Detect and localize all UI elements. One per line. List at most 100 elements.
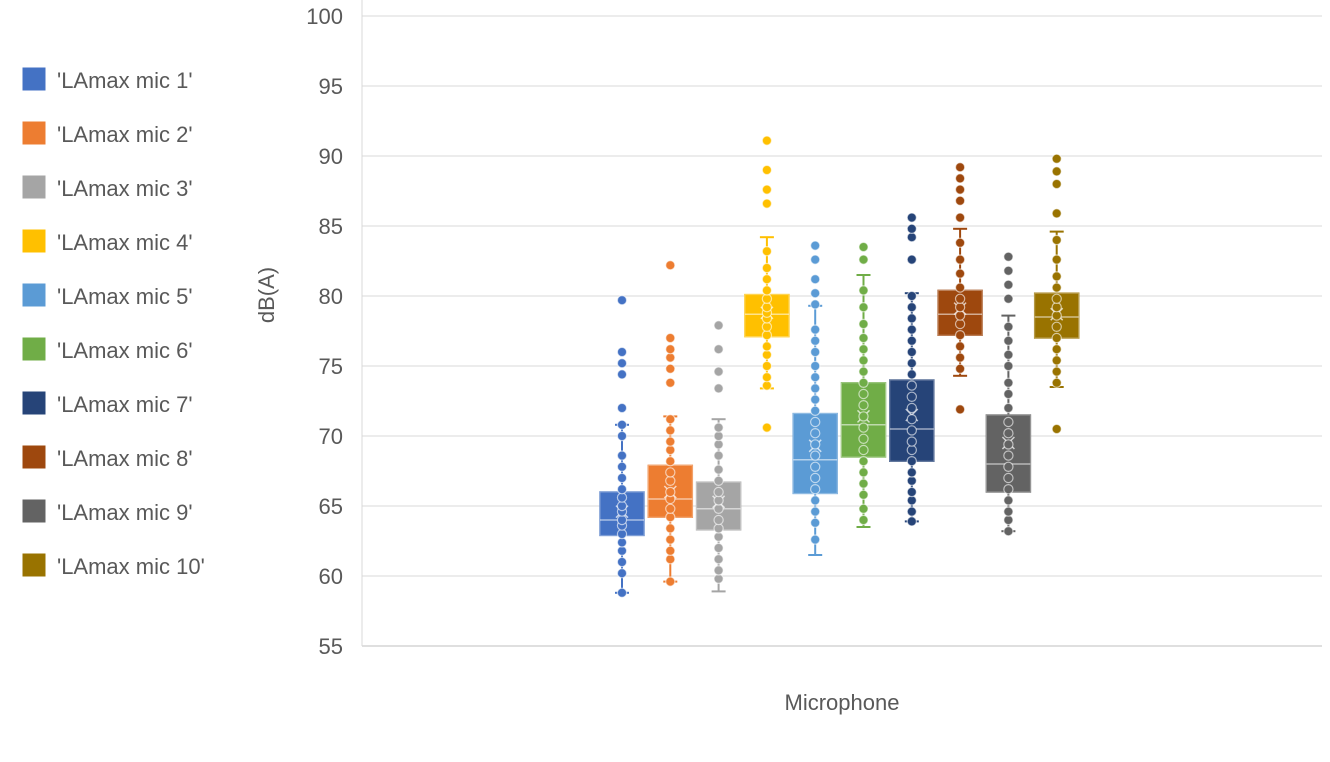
data-point — [1051, 254, 1062, 265]
data-point — [616, 450, 628, 461]
data-point — [858, 366, 869, 377]
legend-item-10: 'LAmax mic 10' — [22, 553, 205, 579]
data-point — [713, 383, 724, 394]
data-point — [1003, 526, 1014, 537]
legend-swatch — [22, 67, 46, 91]
data-point — [665, 344, 676, 355]
box-series-8 — [937, 161, 983, 415]
data-point — [810, 484, 821, 495]
y-tick-label: 100 — [306, 4, 343, 29]
legend-label: 'LAmax mic 9' — [57, 500, 193, 525]
box-series-5 — [792, 240, 838, 556]
data-point — [810, 461, 821, 472]
data-point — [713, 554, 724, 565]
data-point — [616, 430, 628, 442]
data-point — [616, 295, 628, 306]
data-point — [616, 358, 628, 369]
data-point — [1003, 428, 1014, 439]
data-point — [761, 341, 773, 352]
data-point — [761, 198, 773, 209]
data-point — [713, 565, 724, 576]
y-tick-label: 65 — [319, 494, 343, 519]
data-point — [1003, 416, 1014, 428]
data-point — [1003, 377, 1014, 388]
data-point — [761, 184, 773, 195]
data-point — [761, 372, 773, 383]
data-point — [906, 506, 918, 517]
data-point — [810, 428, 821, 439]
legend-label: 'LAmax mic 3' — [57, 176, 193, 201]
legend-item-8: 'LAmax mic 8' — [22, 445, 193, 471]
y-tick-label: 90 — [319, 144, 343, 169]
data-point — [906, 212, 918, 223]
data-point — [713, 542, 724, 554]
data-point — [858, 254, 869, 265]
x-axis-label: Microphone — [785, 690, 900, 715]
legend-swatch — [22, 121, 46, 145]
legend-item-9: 'LAmax mic 9' — [22, 499, 193, 525]
data-point — [713, 344, 724, 355]
gridlines — [361, 0, 1322, 647]
data-point — [810, 405, 821, 416]
data-point — [1003, 461, 1014, 472]
data-point — [1051, 423, 1062, 435]
data-point — [1003, 360, 1014, 372]
data-point — [858, 355, 869, 366]
y-tick-label: 60 — [319, 564, 343, 589]
data-point — [906, 369, 918, 380]
data-point — [858, 241, 869, 253]
data-point — [761, 360, 773, 372]
data-point — [858, 377, 869, 388]
data-point — [858, 344, 869, 355]
data-point — [954, 212, 966, 223]
data-point — [906, 346, 918, 358]
data-point — [713, 475, 724, 486]
data-point — [858, 489, 869, 500]
data-point — [665, 545, 676, 557]
data-point — [1003, 495, 1014, 506]
legend-item-7: 'LAmax mic 7' — [22, 391, 193, 417]
data-point — [665, 486, 676, 498]
data-point — [858, 302, 869, 313]
data-point — [1051, 178, 1062, 190]
box-series-10 — [1033, 153, 1080, 435]
data-point — [954, 282, 966, 293]
data-point — [1051, 282, 1062, 293]
data-point — [665, 523, 676, 534]
data-point — [810, 450, 821, 461]
data-point — [1051, 208, 1062, 219]
data-point — [954, 173, 966, 184]
data-point — [906, 402, 918, 414]
box-series-2 — [647, 260, 694, 587]
data-point — [810, 288, 821, 299]
data-point — [1003, 484, 1014, 495]
data-point — [1003, 265, 1014, 276]
data-point — [810, 416, 821, 428]
data-point — [665, 332, 676, 344]
data-point — [616, 568, 628, 579]
y-axis-label: dB(A) — [254, 267, 279, 323]
y-tick-label: 55 — [319, 634, 343, 659]
data-point — [761, 274, 773, 285]
box-series-9 — [985, 251, 1032, 537]
data-point — [858, 478, 869, 489]
box-series-3 — [695, 320, 742, 593]
data-point — [954, 161, 966, 173]
data-point — [906, 223, 918, 234]
legend-label: 'LAmax mic 10' — [57, 554, 205, 579]
y-tick-label: 70 — [319, 424, 343, 449]
data-point — [1051, 166, 1062, 177]
data-point — [954, 293, 966, 304]
y-tick-label: 95 — [319, 74, 343, 99]
legend-swatch — [22, 337, 46, 361]
data-point — [713, 486, 724, 498]
data-point — [858, 467, 869, 478]
data-point — [713, 366, 724, 377]
data-point — [616, 556, 628, 568]
data-point — [858, 514, 869, 526]
box-series-7 — [889, 212, 935, 527]
data-point — [954, 184, 966, 195]
data-point — [810, 495, 821, 506]
data-point — [1003, 450, 1014, 461]
